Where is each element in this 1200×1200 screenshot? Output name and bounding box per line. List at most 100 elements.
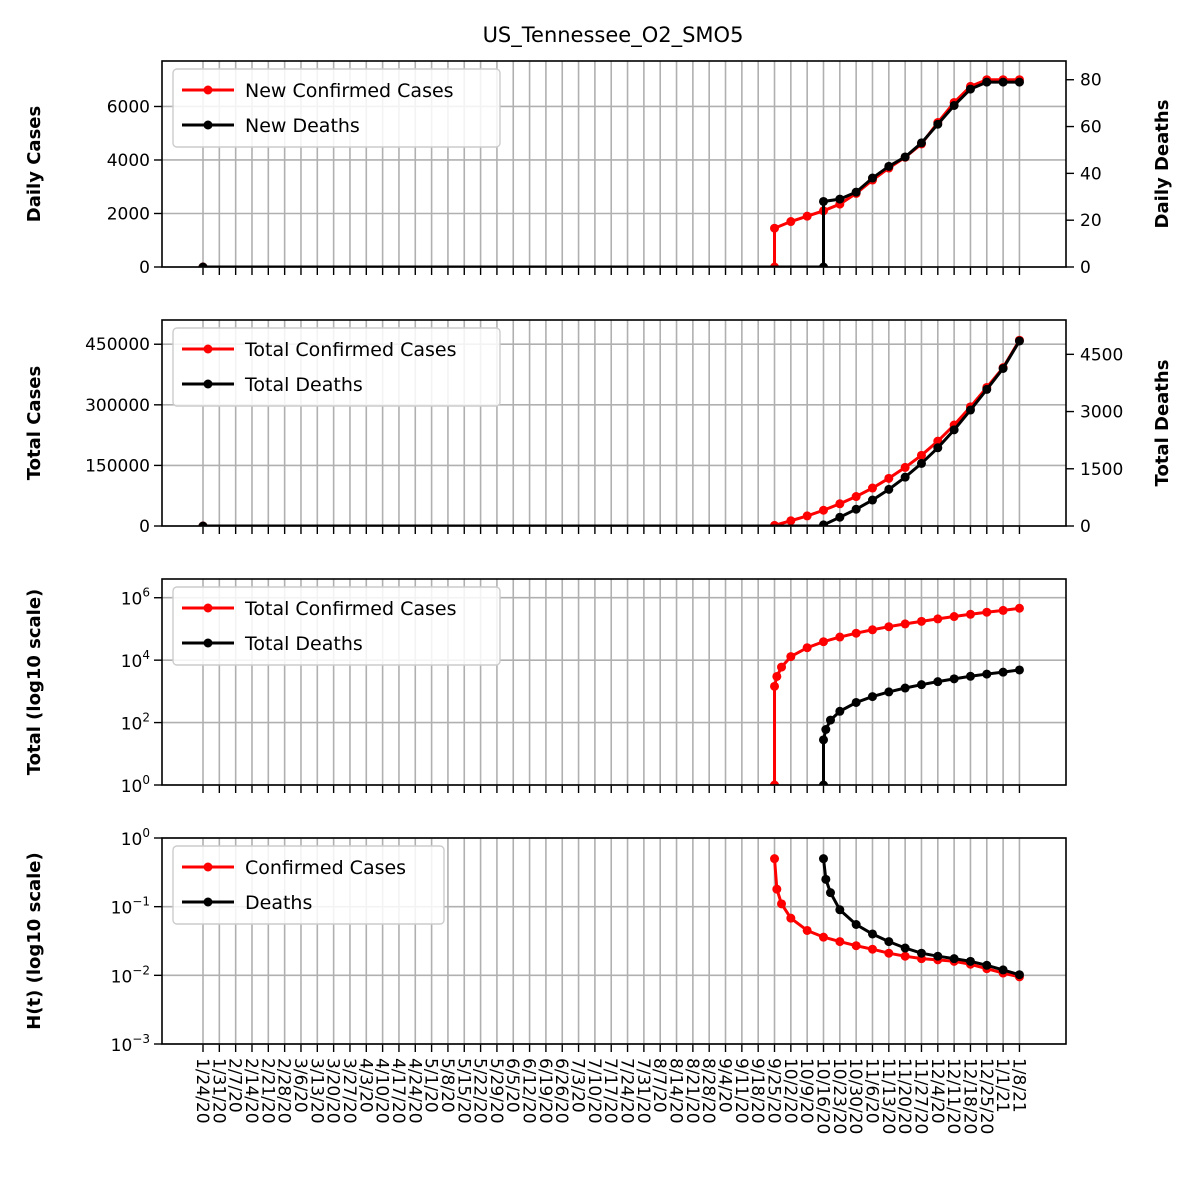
x-tick-label: 1/24/20 [192,1058,212,1124]
legend-label: Total Deaths [244,633,363,655]
data-point [998,77,1008,87]
data-point [851,504,861,514]
x-tick-label: 6/19/20 [535,1058,555,1124]
data-point [835,512,845,522]
data-point [900,462,910,472]
y-axis-label: Total Cases [24,366,45,480]
data-point [998,667,1008,677]
data-point [982,960,992,970]
y-tick-label: 100 [121,773,150,797]
data-point [818,262,828,267]
legend-box [172,68,501,148]
y-tick-label-right: 1500 [1080,460,1123,480]
x-tick-label: 3/13/20 [306,1058,326,1124]
x-tick-label: 4/3/20 [355,1058,375,1113]
x-tick-label: 9/4/20 [715,1058,735,1113]
data-point [933,677,943,687]
data-point [949,674,959,684]
data-point [786,652,796,662]
data-point [965,956,975,966]
legend-label: Confirmed Cases [245,857,406,879]
data-point [998,363,1008,373]
y-tick-label: 0 [139,517,150,537]
legend-box [172,845,445,925]
data-point [916,616,926,626]
x-tick-label: 10/23/20 [829,1058,849,1134]
data-point [772,671,782,681]
data-point [982,77,992,87]
x-tick-label: 1/8/21 [1008,1058,1028,1113]
legend-marker [203,638,213,648]
data-point [949,100,959,110]
x-tick-label: 5/15/20 [453,1058,473,1124]
x-tick-label: 11/6/20 [861,1058,881,1124]
series-line [821,668,1020,785]
y-tick-label-right: 80 [1080,71,1102,91]
data-point [835,499,845,509]
x-tick-label: 12/11/20 [943,1058,963,1134]
panel-total: 0 150000 300000 450000 0 1500 3000 4500 Total Ca… [24,319,1173,537]
y-tick-label: 100 [121,826,150,850]
data-point [835,194,845,204]
data-point [867,944,877,954]
y-tick-label: 10−2 [111,963,150,987]
legend-label: Total Confirmed Cases [244,598,457,620]
data-point [770,681,780,691]
plot-area [770,854,1024,982]
legend-marker [203,379,213,389]
x-tick-label: 10/2/20 [780,1058,800,1124]
x-tick-label: 7/17/20 [600,1058,620,1124]
data-point [916,458,926,468]
data-point [965,671,975,681]
data-point [867,173,877,183]
x-tick-label: 12/18/20 [959,1058,979,1134]
data-point [821,874,831,884]
data-point [900,472,910,482]
data-point [884,622,894,632]
data-point [949,425,959,435]
data-point [982,607,992,617]
axes-frame [161,837,1067,1045]
data-point [818,505,828,515]
y-tick-label: 10−1 [111,895,150,919]
data-point [770,854,780,864]
data-point [835,905,845,915]
x-tick-label: 12/25/20 [976,1058,996,1134]
y-tick-label-right: 60 [1080,118,1102,138]
plot-area [198,75,1024,267]
y-tick-label: 10−3 [111,1032,150,1056]
legend-marker [203,603,213,613]
y-tick-label: 104 [121,648,150,672]
axes-frame [161,578,1067,786]
x-tick-label: 8/21/20 [682,1058,702,1124]
x-tick-label: 6/12/20 [519,1058,539,1124]
legend: Total Confirmed Cases Total Deaths [172,327,501,407]
data-point [867,625,877,635]
data-point [884,937,894,947]
x-tick-label: 5/22/20 [470,1058,490,1124]
x-tick-label: 6/26/20 [551,1058,571,1124]
data-point [786,217,796,227]
data-point [884,687,894,697]
data-point [818,196,828,206]
x-tick-label: 4/10/20 [372,1058,392,1124]
data-point [770,223,780,233]
series-line [773,606,1020,785]
x-tick-label: 11/20/20 [894,1058,914,1134]
x-tick-label: 4/24/20 [404,1058,424,1124]
legend-marker [203,85,213,95]
data-point [933,951,943,961]
y-axis-label: Total (log10 scale) [24,589,45,776]
data-point [900,619,910,629]
axes-frame [161,319,1067,527]
x-tick-label: 4/17/20 [388,1058,408,1124]
data-point [821,725,831,735]
x-tick-label: 10/16/20 [812,1058,832,1134]
legend-marker [203,897,213,907]
legend-label: Total Deaths [244,374,363,396]
data-point [884,473,894,483]
x-tick-label: 3/27/20 [339,1058,359,1124]
panel-ht: 10−3 10−2 10−1 100 H(t) (log10 scale) Confirm… [24,826,1067,1056]
x-tick-label: 2/7/20 [225,1058,245,1113]
